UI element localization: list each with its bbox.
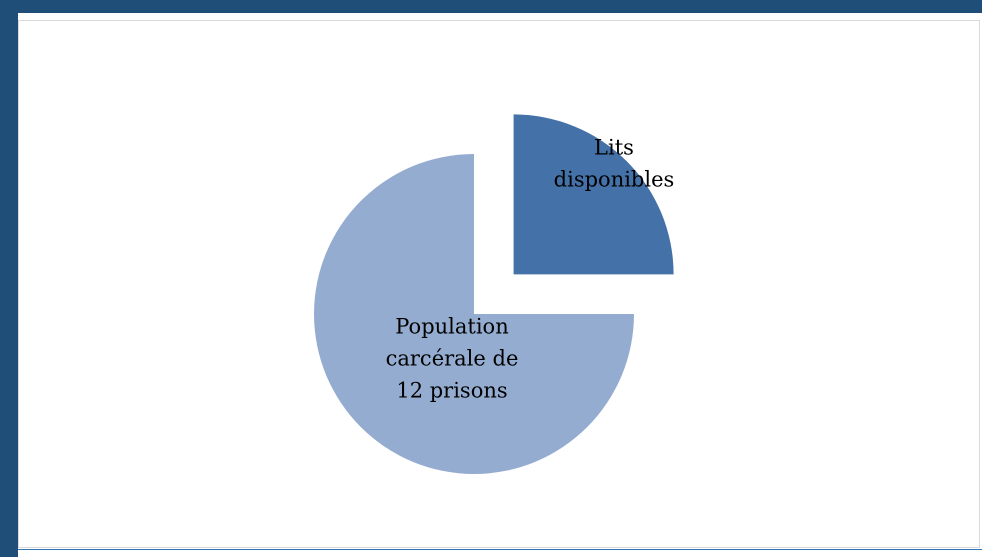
pie-slice-2-label-line: 12 prisons — [396, 379, 507, 403]
pie-slice-2-label-line: carcérale de — [386, 347, 519, 371]
pie-slice-1-label-line: Lits — [594, 136, 634, 160]
pie-slice-1-label-line: disponibles — [554, 168, 675, 192]
bottom-accent-rule — [18, 549, 982, 550]
pie-slice-2-label-line: Population — [395, 315, 508, 339]
chart-area-border — [18, 20, 980, 548]
pie-slice-1 — [513, 114, 674, 275]
left-accent-bar — [8, 13, 18, 557]
pie-labels: Lits disponibles Population carcérale de 12 … — [386, 136, 675, 403]
pie-slice-2 — [314, 154, 634, 474]
pie-slices — [314, 114, 674, 474]
